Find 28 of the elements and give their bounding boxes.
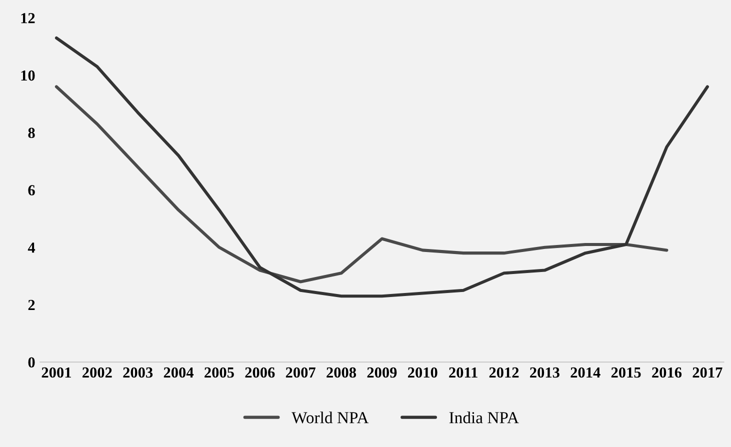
- x-tick-label: 2003: [123, 367, 153, 378]
- legend-label: World NPA: [292, 412, 369, 424]
- y-tick-label: 10: [21, 70, 35, 81]
- x-tick-label: 2011: [449, 367, 478, 378]
- x-tick-label: 2004: [164, 367, 194, 378]
- x-tick-label: 2014: [570, 367, 600, 378]
- y-tick-label: 6: [28, 185, 35, 196]
- y-tick-label: 12: [21, 13, 35, 24]
- x-tick-label: 2015: [611, 367, 641, 378]
- x-tick-label: 2006: [245, 367, 275, 378]
- x-tick-label: 2013: [530, 367, 560, 378]
- y-tick-label: 0: [28, 357, 35, 368]
- x-tick-label: 2008: [326, 367, 356, 378]
- x-tick-label: 2010: [408, 367, 438, 378]
- x-tick-label: 2009: [367, 367, 397, 378]
- line-series: [54, 36, 709, 298]
- x-tick-label: 2017: [692, 367, 722, 378]
- legend-label: India NPA: [449, 412, 519, 424]
- x-tick-label: 2005: [204, 367, 234, 378]
- y-tick-label: 4: [28, 242, 36, 253]
- y-tick-label: 2: [28, 300, 35, 310]
- x-tick-label: 2016: [652, 367, 682, 378]
- y-tick-label: 8: [28, 128, 35, 138]
- x-tick-label: 2012: [489, 367, 519, 378]
- x-tick-label: 2007: [286, 367, 316, 378]
- x-tick-label: 2002: [82, 367, 112, 378]
- line-series: [54, 85, 668, 284]
- x-tick-label: 2001: [42, 367, 71, 378]
